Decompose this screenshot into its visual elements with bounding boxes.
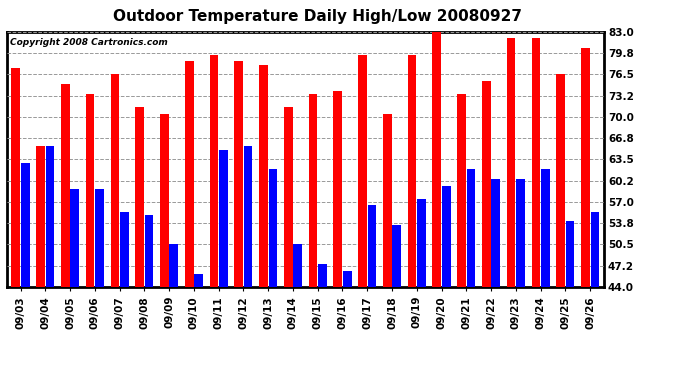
Bar [37, 146, 45, 375]
Bar [235, 61, 243, 375]
Bar [21, 163, 30, 375]
Bar [219, 150, 228, 375]
Text: Copyright 2008 Cartronics.com: Copyright 2008 Cartronics.com [10, 38, 168, 47]
Bar [70, 189, 79, 375]
Bar [433, 28, 441, 375]
Bar [541, 169, 550, 375]
Bar [566, 222, 574, 375]
Bar [259, 64, 268, 375]
Bar [160, 114, 169, 375]
Bar [516, 179, 525, 375]
Bar [308, 94, 317, 375]
Bar [531, 38, 540, 375]
Bar [318, 264, 327, 375]
Bar [86, 94, 95, 375]
Bar [210, 55, 218, 375]
Bar [12, 68, 20, 375]
Bar [393, 225, 401, 375]
Bar [120, 211, 128, 375]
Bar [170, 244, 178, 375]
Bar [491, 179, 500, 375]
Bar [46, 146, 55, 375]
Bar [293, 244, 302, 375]
Bar [457, 94, 466, 375]
Bar [95, 189, 104, 375]
Bar [417, 199, 426, 375]
Bar [408, 55, 416, 375]
Bar [506, 38, 515, 375]
Bar [581, 48, 590, 375]
Bar [556, 74, 565, 375]
Bar [135, 107, 144, 375]
Bar [61, 84, 70, 375]
Bar [358, 55, 367, 375]
Bar [591, 211, 599, 375]
Bar [343, 270, 351, 375]
Bar [442, 186, 451, 375]
Bar [268, 169, 277, 375]
Bar [244, 146, 253, 375]
Bar [185, 61, 193, 375]
Bar [466, 169, 475, 375]
Bar [195, 274, 203, 375]
Bar [333, 91, 342, 375]
Bar [284, 107, 293, 375]
Bar [482, 81, 491, 375]
Bar [110, 74, 119, 375]
Bar [145, 215, 153, 375]
Bar [368, 205, 376, 375]
Text: Outdoor Temperature Daily High/Low 20080927: Outdoor Temperature Daily High/Low 20080… [113, 9, 522, 24]
Bar [383, 114, 392, 375]
